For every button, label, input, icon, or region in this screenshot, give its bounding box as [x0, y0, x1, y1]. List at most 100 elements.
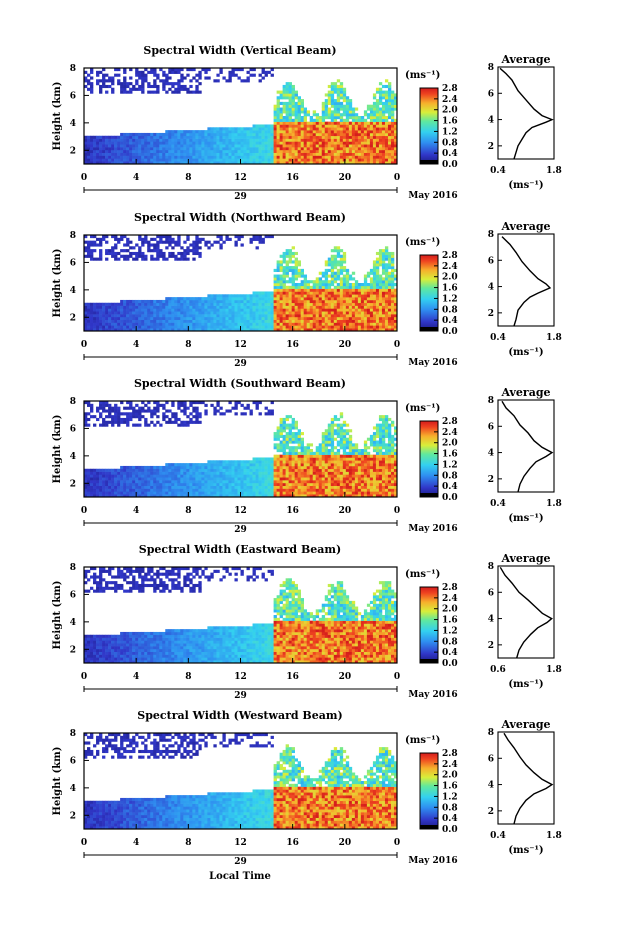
x-tick-label: 8 — [185, 838, 191, 848]
average-x-label: (ms⁻¹) — [508, 347, 543, 358]
colorbar-tick-label: 2.4 — [442, 594, 458, 604]
x-tick-label: 0 — [81, 506, 87, 516]
colorbar-tick-label: 2.8 — [442, 583, 458, 593]
average-x-tick-label: 1.8 — [546, 665, 562, 675]
colorbar-tick-label: 2.0 — [442, 771, 458, 781]
y-tick-label: 6 — [70, 756, 76, 766]
colorbar-tick-label: 2.4 — [442, 428, 458, 438]
average-y-tick-label: 4 — [488, 449, 494, 459]
date-label: May 2016 — [408, 358, 457, 368]
colorbar-tick-label: 0.0 — [442, 160, 458, 170]
average-profile-line — [501, 400, 554, 493]
average-y-tick-label: 8 — [488, 230, 494, 240]
x-tick-label: 0 — [81, 838, 87, 848]
colorbar-tick-label: 2.0 — [442, 439, 458, 449]
colorbar-tick-label: 2.0 — [442, 106, 458, 116]
average-x-label: (ms⁻¹) — [508, 180, 543, 191]
colorbar-tick-label: 0.0 — [442, 659, 458, 669]
colorbar-min — [420, 659, 438, 663]
y-tick-label: 4 — [70, 286, 76, 296]
y-tick-label: 2 — [70, 479, 76, 489]
y-axis-label: Height (km) — [52, 82, 63, 151]
average-x-tick-label: 0.4 — [490, 831, 506, 841]
heatmap-cells — [84, 235, 398, 332]
y-tick-label: 4 — [70, 452, 76, 462]
colorbar-tick-label: 0.0 — [442, 493, 458, 503]
colorbar-tick-label: 2.8 — [442, 251, 458, 261]
y-axis-label: Height (km) — [52, 747, 63, 816]
y-tick-label: 2 — [70, 313, 76, 323]
colorbar-tick-label: 1.6 — [442, 450, 458, 460]
heatmap-cells — [84, 567, 398, 664]
day-label: 29 — [234, 359, 247, 369]
colorbar-unit: (ms⁻¹) — [405, 569, 440, 580]
x-tick-label: 8 — [185, 340, 191, 350]
colorbar-unit: (ms⁻¹) — [405, 237, 440, 248]
x-tick-label: 4 — [133, 340, 139, 350]
colorbar — [419, 586, 439, 664]
heatmap-cells — [84, 733, 398, 830]
x-tick-label: 12 — [234, 672, 247, 682]
average-title: Average — [500, 53, 550, 66]
average-x-label: (ms⁻¹) — [508, 513, 543, 524]
average-y-tick-label: 4 — [488, 283, 494, 293]
x-tick-label: 16 — [286, 506, 299, 516]
x-tick-label: 20 — [339, 506, 352, 516]
x-tick-label: 8 — [185, 672, 191, 682]
colorbar-tick-label: 0.4 — [442, 149, 458, 159]
x-tick-label: 0 — [394, 838, 400, 848]
average-frame — [497, 66, 555, 160]
average-frame — [497, 565, 555, 659]
x-tick-label: 12 — [234, 340, 247, 350]
colorbar-min — [420, 493, 438, 497]
x-tick-label: 4 — [133, 838, 139, 848]
y-tick-label: 6 — [70, 590, 76, 600]
colorbar — [419, 420, 439, 498]
x-tick-label: 0 — [81, 340, 87, 350]
average-profile-line — [499, 67, 554, 160]
x-axis-label-local-time: Local Time — [209, 871, 271, 882]
colorbar-tick-label: 1.6 — [442, 782, 458, 792]
x-tick-label: 16 — [286, 340, 299, 350]
average-y-tick-label: 4 — [488, 781, 494, 791]
colorbar-tick-label: 1.2 — [442, 460, 458, 470]
colorbar-unit: (ms⁻¹) — [405, 735, 440, 746]
x-tick-label: 16 — [286, 672, 299, 682]
x-tick-label: 0 — [394, 340, 400, 350]
average-profile-line — [501, 236, 552, 327]
average-y-tick-label: 4 — [488, 116, 494, 126]
average-y-tick-label: 2 — [488, 641, 494, 651]
x-tick-label: 0 — [394, 506, 400, 516]
panel-title: Spectral Width (Westward Beam) — [137, 709, 342, 722]
colorbar-tick-label: 0.4 — [442, 482, 458, 492]
colorbar-tick-label: 0.8 — [442, 803, 458, 813]
colorbar-tick-label: 2.4 — [442, 95, 458, 105]
x-tick-label: 0 — [394, 672, 400, 682]
average-x-label: (ms⁻¹) — [508, 679, 543, 690]
colorbar-unit: (ms⁻¹) — [405, 403, 440, 414]
x-tick-label: 12 — [234, 506, 247, 516]
colorbar-tick-label: 0.8 — [442, 305, 458, 315]
colorbar-tick-label: 2.8 — [442, 749, 458, 759]
colorbar — [419, 752, 439, 830]
y-tick-label: 6 — [70, 91, 76, 101]
y-tick-label: 8 — [70, 397, 76, 407]
average-x-tick-label: 0.4 — [490, 333, 506, 343]
x-tick-label: 20 — [339, 838, 352, 848]
average-y-tick-label: 2 — [488, 309, 494, 319]
average-y-tick-label: 8 — [488, 396, 494, 406]
average-x-tick-label: 1.8 — [546, 831, 562, 841]
colorbar-tick-label: 2.0 — [442, 605, 458, 615]
day-label: 29 — [234, 192, 247, 202]
panel-title: Spectral Width (Northward Beam) — [134, 211, 346, 224]
colorbar-tick-label: 0.0 — [442, 825, 458, 835]
average-y-tick-label: 8 — [488, 63, 494, 73]
colorbar-tick-label: 2.4 — [442, 262, 458, 272]
panel-2: Spectral Width (Southward Beam) 2 4 6 8 Heigh… — [52, 377, 562, 535]
day-label: 29 — [234, 525, 247, 535]
y-tick-label: 4 — [70, 784, 76, 794]
y-tick-label: 2 — [70, 811, 76, 821]
colorbar-tick-label: 0.4 — [442, 316, 458, 326]
average-x-tick-label: 1.8 — [546, 166, 562, 176]
colorbar-tick-label: 0.8 — [442, 138, 458, 148]
